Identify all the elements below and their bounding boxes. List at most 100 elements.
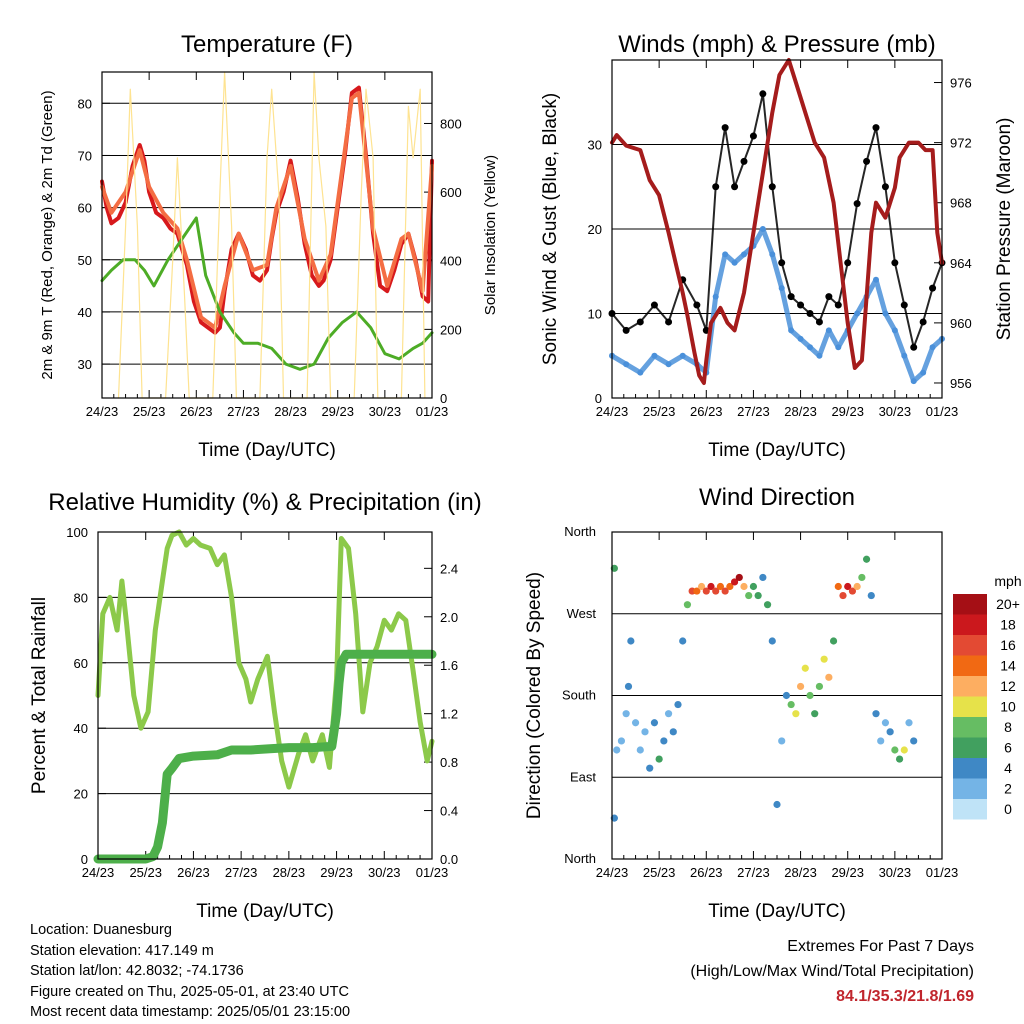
- direction-point: [825, 673, 833, 681]
- humidity-xlabel: Time (Day/UTC): [196, 901, 334, 922]
- direction-point: [796, 682, 805, 691]
- y2-tick-label: 1.2: [440, 707, 458, 722]
- legend-swatch: [953, 717, 987, 738]
- direction-point: [631, 719, 640, 727]
- direction-point: [886, 728, 894, 736]
- x-tick-label: 01/23: [926, 404, 959, 419]
- temperature-ylabel: 2m & 9m T (Red, Orange) & 2m Td (Green): [39, 90, 56, 379]
- winds-y2label: Station Pressure (Maroon): [994, 118, 1015, 341]
- direction-point: [683, 601, 692, 609]
- y2-tick-label: 0.0: [440, 852, 458, 867]
- recent-timestamp: Most recent data timestamp: 2025/05/01 2…: [30, 1004, 351, 1020]
- temperature-xlabel: Time (Day/UTC): [198, 440, 336, 461]
- direction-point: [848, 587, 857, 595]
- direction-point: [650, 719, 659, 727]
- legend-label: 16: [1000, 637, 1016, 653]
- x-tick-label: 24/23: [86, 404, 119, 419]
- y-tick-label: 100: [66, 525, 88, 540]
- humidity-ylabel: Percent & Total Rainfall: [29, 597, 50, 794]
- extremes-subtitle: (High/Low/Max Wind/Total Precipitation): [690, 963, 974, 980]
- legend-swatch: [953, 758, 987, 779]
- x-tick-label: 30/23: [879, 404, 912, 419]
- legend-swatch: [953, 655, 987, 676]
- legend-label: 14: [1000, 658, 1016, 674]
- direction-point: [624, 682, 633, 691]
- y-tick-label: 20: [74, 787, 88, 802]
- direction-point: [815, 682, 824, 691]
- temperature-frame: [101, 71, 433, 399]
- temperature-series-3: [117, 71, 426, 399]
- legend-swatch: [953, 676, 987, 697]
- direction-point: [754, 591, 762, 600]
- direction-point: [613, 746, 621, 754]
- winds-title: Winds (mph) & Pressure (mb): [618, 31, 935, 58]
- x-tick-label: 28/23: [274, 404, 307, 419]
- legend-label: 18: [1000, 617, 1016, 633]
- direction-point: [655, 755, 663, 763]
- direction-point: [910, 737, 918, 745]
- direction-point: [702, 587, 710, 595]
- y-tick-label: 30: [588, 138, 602, 153]
- temperature-series-0: [100, 85, 434, 335]
- x-tick-label: 26/23: [177, 865, 210, 880]
- y-tick-label: South: [562, 688, 596, 703]
- direction-point: [801, 664, 809, 672]
- direction-point: [674, 700, 682, 709]
- x-tick-label: 01/23: [416, 404, 449, 419]
- x-tick-label: 30/23: [369, 404, 402, 419]
- x-tick-label: 01/23: [416, 865, 449, 880]
- legend-swatch: [953, 778, 987, 799]
- direction-point: [867, 591, 875, 600]
- temperature-y2label: Solar Insolation (Yellow): [482, 155, 499, 315]
- direction-point: [806, 691, 814, 700]
- x-tick-label: 24/23: [596, 865, 629, 880]
- extremes-values: 84.1/35.3/21.8/1.69: [836, 988, 974, 1005]
- y2-tick-label: 200: [440, 322, 462, 337]
- direction-point: [693, 587, 701, 595]
- y-tick-label: West: [567, 606, 597, 621]
- legend-label: 4: [1004, 760, 1012, 776]
- winds-ylabel: Sonic Wind & Gust (Blue, Black): [540, 93, 561, 365]
- legend-swatch: [953, 737, 987, 758]
- legend-swatch: [953, 614, 987, 635]
- y2-tick-label: 600: [440, 185, 462, 200]
- y2-tick-label: 2.4: [440, 561, 458, 576]
- y-tick-label: 80: [74, 590, 88, 605]
- y2-tick-label: 972: [950, 136, 972, 151]
- direction-point: [622, 710, 630, 718]
- direction-point: [820, 655, 828, 663]
- direction-point: [749, 582, 758, 591]
- y2-tick-label: 976: [950, 76, 972, 91]
- y-tick-label: East: [570, 769, 596, 784]
- winds-series-2: [610, 58, 944, 385]
- extremes-title: Extremes For Past 7 Days: [787, 938, 974, 955]
- direction-point: [853, 582, 861, 591]
- x-tick-label: 28/23: [784, 404, 817, 419]
- x-tick-label: 25/23: [643, 865, 676, 880]
- x-tick-label: 28/23: [273, 865, 306, 880]
- direction-point: [891, 746, 899, 754]
- direction-point: [834, 582, 842, 591]
- direction-point: [877, 737, 885, 745]
- y-tick-label: 40: [74, 721, 88, 736]
- station-location: Location: Duanesburg: [30, 922, 172, 938]
- x-tick-label: 26/23: [180, 404, 213, 419]
- x-tick-label: 27/23: [737, 865, 770, 880]
- direction-point: [858, 573, 866, 582]
- direction-point: [895, 755, 904, 763]
- direction-point: [872, 710, 880, 718]
- direction-point: [660, 737, 668, 745]
- station-elevation: Station elevation: 417.149 m: [30, 942, 214, 959]
- direction-point: [787, 700, 795, 709]
- legend-label: 20+: [996, 596, 1020, 612]
- direction-point: [763, 601, 772, 609]
- direction-point: [759, 573, 767, 582]
- figure-created: Figure created on Thu, 2025-05-01, at 23…: [30, 983, 349, 1000]
- direction-point: [726, 582, 734, 591]
- y-tick-label: 10: [588, 307, 602, 322]
- humidity-title: Relative Humidity (%) & Precipitation (i…: [48, 489, 481, 516]
- direction-point: [627, 637, 635, 645]
- direction-point: [679, 637, 687, 645]
- legend-swatch: [953, 594, 987, 615]
- x-tick-label: 29/23: [831, 865, 864, 880]
